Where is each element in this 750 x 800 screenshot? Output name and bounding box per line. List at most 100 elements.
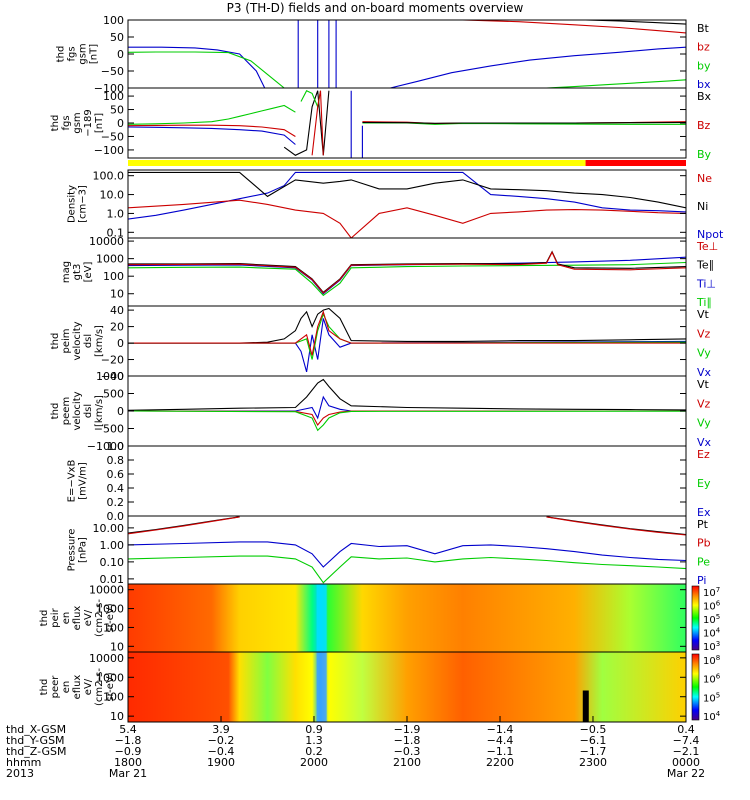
panel-temperature: 10000 1000 100 10 mag gt3 [eV] Te⊥ Te∥ Ti⊥ Ti∥ <box>61 235 718 309</box>
panel-peem_velocity: 1000 500 0 −500 −1000 thd peem velocity dsl [km/s… <box>50 370 712 453</box>
y-axis-label: thd fgs gsm [nT] <box>56 43 100 64</box>
y-tick-label: −100 <box>94 144 124 157</box>
series-line-1 <box>128 256 686 295</box>
y-tick-label: −500 <box>94 423 124 436</box>
y-tick-label: 100.0 <box>93 170 125 183</box>
y-tick-label: 1000 <box>96 253 124 266</box>
y-axis-label-line: thd <box>50 333 61 350</box>
legend-entry: Bx <box>697 90 712 103</box>
x-tick-label-xgsm: 0.4 <box>677 723 695 736</box>
legend-entry: Ti∥ <box>696 296 712 309</box>
legend-entry: by <box>697 59 711 72</box>
series-line-2 <box>128 199 686 238</box>
y-axis-label-line: eV/ <box>83 609 94 626</box>
x-tick-label-zgsm: −2.1 <box>673 745 700 758</box>
y-axis-label-line: [cm−3] <box>78 185 89 223</box>
mode-bar-segment-1 <box>585 160 686 166</box>
legend-entry: bx <box>697 78 711 91</box>
legend-entry: Vy <box>697 347 711 360</box>
legend-entry: Te⊥ <box>696 240 718 253</box>
y-axis-label-line: dsl <box>83 404 94 418</box>
page-title: P3 (TH-D) fields and on-board moments ov… <box>226 1 524 15</box>
series-line-3 <box>128 410 686 432</box>
colorbar <box>691 653 700 721</box>
y-tick-label: 1000 <box>96 603 124 616</box>
colorbar-tick-label: 106 <box>703 600 721 613</box>
y-tick-label: 0 <box>117 117 124 130</box>
y-tick-label: 0 <box>117 405 124 418</box>
legend-entry: Ti⊥ <box>696 277 716 290</box>
y-axis-label-line: mag <box>61 261 72 283</box>
x-tick-label-xgsm: −0.5 <box>580 723 607 736</box>
series-line-0 <box>128 307 686 344</box>
y-tick-label: 20 <box>110 321 124 334</box>
x-tick-label-hhmm: 0000 <box>672 756 700 769</box>
y-tick-label: 100 <box>103 621 124 634</box>
colorbar-tick-exponent: 4 <box>716 627 721 635</box>
y-tick-label: −1000 <box>87 440 124 453</box>
y-axis-label-line: en <box>61 612 72 625</box>
y-axis-label-line: thd <box>56 46 67 63</box>
y-axis-label-line: peem <box>61 397 72 425</box>
time-axis-row-label: hhmm <box>6 756 41 769</box>
y-tick-label: 1000 <box>96 370 124 383</box>
y-axis-label-line: thd <box>50 403 61 420</box>
y-axis-label-line: gt3 <box>72 264 83 281</box>
legend-entry: Te∥ <box>696 259 714 272</box>
spectrogram-image <box>128 584 686 652</box>
panel-frame <box>127 445 687 517</box>
legend-entry: bz <box>697 41 710 54</box>
y-axis-label-line: (cm2-s- <box>94 599 105 637</box>
y-tick-label: 10 <box>110 710 124 723</box>
colorbar-tick-label: 103 <box>703 640 720 653</box>
colorbar-tick-label: 105 <box>703 613 720 626</box>
colorbar-tick-label: 108 <box>703 654 720 667</box>
series-line-5 <box>311 90 324 156</box>
colorbar-tick-label: 107 <box>703 586 720 599</box>
y-axis-label: thd fgs gsm −189 [nT] <box>50 109 105 136</box>
series-line-3 <box>128 251 686 294</box>
y-tick-label: −100 <box>94 82 124 95</box>
colorbar-tick-exponent: 3 <box>716 640 720 648</box>
y-axis-label-line: fgs <box>67 46 78 61</box>
y-tick-label: 10.00 <box>93 522 125 535</box>
y-tick-label: 1.0 <box>107 440 125 453</box>
series-line-0 <box>128 171 686 220</box>
y-axis-label-line: [km/s] <box>94 325 105 357</box>
panel-frame <box>127 237 687 307</box>
x-tick-label-xgsm: −1.9 <box>394 723 421 736</box>
y-axis-label-line: velocity <box>72 391 83 430</box>
colorbar-tick-exponent: 8 <box>716 654 720 662</box>
x-tick-label-ygsm: 1.3 <box>305 734 323 747</box>
series-line-1 <box>128 318 686 373</box>
y-tick-label: 0.4 <box>107 482 125 495</box>
y-tick-label: 10.0 <box>100 189 125 202</box>
y-axis-label: thd peem velocity dsl [km/s] <box>50 391 105 430</box>
legend-entry: Vt <box>697 378 710 391</box>
y-tick-label: 40 <box>110 304 124 317</box>
colorbar-tick-label: 106 <box>703 673 721 686</box>
time-axis-row-label: thd_X-GSM <box>6 723 66 736</box>
series-line-1 <box>128 171 686 209</box>
x-tick-label-zgsm: −0.4 <box>208 745 235 758</box>
y-axis-label: Density [cm−3] <box>67 185 89 223</box>
x-tick-label-zgsm: −1.1 <box>487 745 514 758</box>
y-axis-label-line: thd <box>39 679 50 696</box>
y-tick-label: 10000 <box>89 235 124 248</box>
panel-peer_spectrogram: 108 106 105 104 10000 1000 100 10 thd peer en eflux… <box>39 651 721 723</box>
x-tick-label-zgsm: −0.3 <box>394 745 421 758</box>
colorbar-tick-exponent: 7 <box>716 586 720 594</box>
x-tick-label-date: Mar 21 <box>109 767 147 780</box>
spectrogram-band <box>316 584 327 652</box>
y-tick-label: 10 <box>110 640 124 653</box>
y-tick-label: 0.1 <box>107 226 125 239</box>
x-tick-label-hhmm: 1900 <box>207 756 235 769</box>
y-tick-label: 50 <box>110 31 124 44</box>
x-tick-label-xgsm: −1.4 <box>487 723 514 736</box>
y-axis-label-line: fgs <box>61 115 72 130</box>
y-axis-label: thd peer en eflux eV/(cm2-s-sr-eV) <box>39 668 116 706</box>
y-axis-label-line: en <box>61 681 72 694</box>
y-tick-label: 100 <box>103 90 124 103</box>
series-line-6 <box>350 90 363 158</box>
